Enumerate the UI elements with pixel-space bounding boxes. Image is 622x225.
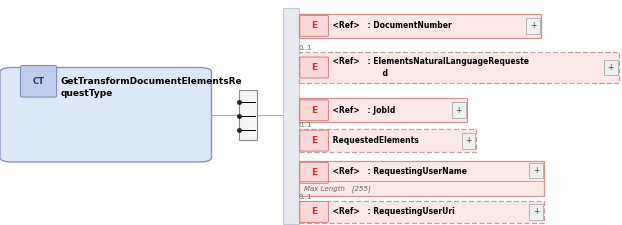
Text: +: +	[455, 106, 462, 115]
Text: 0..1: 0..1	[299, 122, 312, 128]
FancyBboxPatch shape	[299, 14, 541, 38]
FancyBboxPatch shape	[299, 52, 619, 83]
Bar	[283, 8, 299, 224]
Text: E: E	[311, 21, 317, 30]
Text: <Ref>   : RequestingUserUri: <Ref> : RequestingUserUri	[330, 207, 455, 216]
FancyBboxPatch shape	[604, 60, 618, 75]
FancyBboxPatch shape	[300, 15, 328, 36]
Text: E: E	[311, 136, 317, 145]
Text: +: +	[608, 63, 614, 72]
Text: E: E	[311, 207, 317, 216]
Text: +: +	[530, 21, 536, 30]
FancyBboxPatch shape	[299, 162, 544, 196]
Text: +: +	[465, 136, 471, 145]
Text: <Ref>   : JobId: <Ref> : JobId	[330, 106, 395, 115]
FancyBboxPatch shape	[300, 162, 328, 183]
FancyBboxPatch shape	[299, 99, 466, 122]
FancyBboxPatch shape	[300, 100, 328, 121]
FancyBboxPatch shape	[300, 57, 328, 78]
FancyBboxPatch shape	[299, 129, 476, 152]
Text: Max Length   [255]: Max Length [255]	[304, 185, 370, 192]
Text: +: +	[533, 166, 539, 175]
Text: 0..1: 0..1	[299, 45, 312, 51]
FancyBboxPatch shape	[529, 162, 543, 178]
Text: GetTransformDocumentElementsRe
questType: GetTransformDocumentElementsRe questType	[61, 77, 243, 98]
Text: <Ref>   : ElementsNaturalLanguageRequeste
                    d: <Ref> : ElementsNaturalLanguageRequeste …	[330, 57, 529, 78]
Bar	[239, 90, 257, 140]
FancyBboxPatch shape	[452, 102, 465, 118]
Text: RequestedElements: RequestedElements	[330, 136, 419, 145]
Text: <Ref>   : DocumentNumber: <Ref> : DocumentNumber	[330, 21, 452, 30]
Text: E: E	[311, 106, 317, 115]
FancyBboxPatch shape	[299, 201, 544, 223]
Text: 0..1: 0..1	[299, 194, 312, 200]
Text: E: E	[311, 168, 317, 177]
Text: +: +	[533, 207, 539, 216]
FancyBboxPatch shape	[462, 133, 475, 148]
FancyBboxPatch shape	[21, 65, 57, 97]
Text: E: E	[311, 63, 317, 72]
Text: CT: CT	[32, 77, 45, 86]
FancyBboxPatch shape	[300, 130, 328, 151]
FancyBboxPatch shape	[526, 18, 540, 34]
FancyBboxPatch shape	[300, 202, 328, 222]
FancyBboxPatch shape	[0, 68, 211, 162]
FancyBboxPatch shape	[529, 204, 543, 220]
Text: <Ref>   : RequestingUserName: <Ref> : RequestingUserName	[330, 167, 466, 176]
